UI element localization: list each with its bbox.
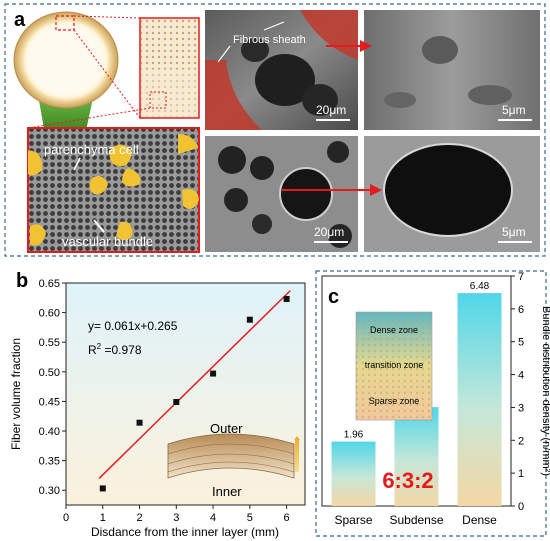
r-squared-superscript: 2	[97, 342, 102, 351]
x-axis: 0 1 2 3 4 5 6	[63, 505, 290, 524]
x-tick-label: 5	[247, 512, 253, 524]
parenchyma-label: parenchyma cell	[44, 142, 139, 157]
data-point	[99, 485, 106, 492]
data-point	[283, 295, 290, 302]
y-tick-label: 1	[518, 468, 524, 480]
y-tick-label: 6	[518, 304, 524, 316]
transition-zone-label: transition zone	[365, 360, 424, 370]
sem-image-top-right	[364, 10, 540, 130]
x-tick-label: Subdense	[389, 513, 443, 527]
data-point	[136, 419, 143, 426]
r-squared-value: =0.978	[101, 343, 142, 357]
x-tick-label: 3	[173, 512, 179, 524]
scale-bar-label: 20μm	[314, 225, 344, 239]
panel-a-letter: a	[14, 9, 26, 31]
zoom-arrow-icon	[326, 40, 372, 52]
bar	[457, 293, 502, 506]
ratio-label: 6:3:2	[382, 468, 433, 493]
y-tick-label: 0.40	[39, 426, 60, 438]
fibrous-sheath-label: Fibrous sheath	[233, 34, 306, 46]
data-point	[173, 398, 180, 405]
y-tick-label: 0.45	[39, 396, 60, 408]
y-tick-label: 0.30	[39, 485, 60, 497]
zoom-box-small	[55, 15, 75, 31]
scale-bar-label: 5μm	[502, 103, 526, 117]
zoom-arrow-icon	[282, 184, 382, 196]
y-axis: 0.30 0.35 0.40 0.45 0.50 0.55 0.60 0.65	[39, 278, 66, 497]
y-tick-label: 2	[518, 435, 524, 447]
y-tick-label: 3	[518, 402, 524, 414]
y-tick-label: 0.35	[39, 456, 60, 468]
data-point	[246, 316, 253, 323]
bamboo-illustration	[13, 11, 119, 140]
y-tick-label: 0.50	[39, 367, 60, 379]
x-tick-label: Sparse	[334, 513, 372, 527]
sem-image-top-left	[205, 10, 358, 130]
regression-equation: y= 0.061x+0.265	[88, 319, 178, 333]
x-tick-label: 4	[210, 512, 216, 524]
data-point	[210, 370, 217, 377]
x-tick-label: 0	[63, 512, 69, 524]
zone-inset	[355, 311, 433, 421]
dense-zone-label: Dense zone	[370, 325, 418, 335]
cross-section-thumbnail	[139, 17, 200, 119]
y-tick-label: 7	[518, 271, 524, 283]
bar	[394, 407, 439, 506]
y-tick-label: 0.55	[39, 337, 60, 349]
x-tick-label: Dense	[462, 513, 497, 527]
bar-value-label: 6.48	[470, 281, 490, 292]
inset-outer-label: Outer	[210, 421, 243, 436]
panel-b-letter: b	[16, 270, 28, 292]
y-axis: 0 1 2 3 4 5 6 7	[511, 271, 524, 513]
x-tick-label: 6	[284, 512, 290, 524]
bars: 1.963.016.48	[331, 281, 502, 506]
wood-layer-inset	[167, 433, 300, 479]
r-squared-label: R2 =0.978	[88, 342, 142, 357]
y-tick-label: 0.65	[39, 278, 60, 290]
scale-bar-label: 20μm	[316, 103, 346, 117]
y-tick-label: 0	[518, 501, 524, 513]
y-tick-label: 0.60	[39, 308, 60, 320]
x-axis-label: Disdance from the inner layer (mm)	[91, 525, 279, 539]
sparse-zone-label: Sparse zone	[369, 396, 420, 406]
x-tick-label: 2	[136, 512, 142, 524]
x-tick-label: 1	[100, 512, 106, 524]
bar-value-label: 1.96	[344, 430, 364, 441]
fit-line	[98, 290, 291, 479]
y-tick-label: 4	[518, 370, 524, 382]
x-axis: Sparse Subdense Dense	[334, 513, 497, 527]
sem-image-bottom-left	[205, 136, 358, 252]
inset-inner-label: Inner	[212, 484, 242, 499]
bar	[331, 441, 376, 506]
r-squared-prefix: R	[88, 343, 97, 357]
y-tick-label: 5	[518, 337, 524, 349]
parenchyma-micrograph	[27, 127, 200, 253]
scale-bar-label: 5μm	[502, 225, 526, 239]
y-axis-label: Bundle distribution density (n/mm²)	[540, 306, 550, 476]
sem-image-bottom-right	[364, 136, 540, 252]
vascular-bundle-label: vascular bundle	[62, 234, 153, 249]
y-axis-label: Fiber volume fraction	[9, 338, 23, 450]
panel-c-letter: c	[328, 286, 339, 308]
